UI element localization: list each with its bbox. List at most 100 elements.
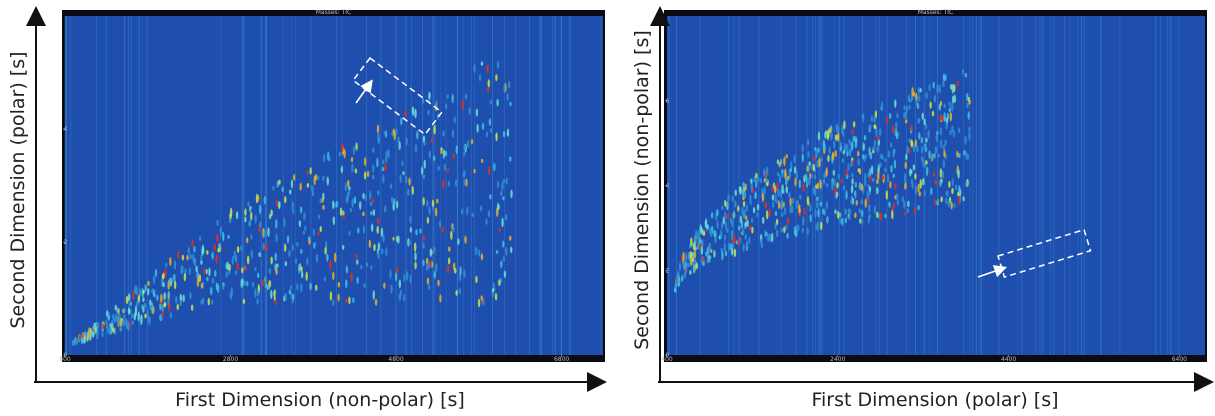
spot: [140, 314, 143, 324]
spot: [776, 159, 780, 165]
spot: [925, 166, 929, 177]
spot: [132, 290, 135, 301]
spot: [905, 105, 908, 114]
spot: [144, 313, 147, 319]
spot: [200, 254, 203, 262]
spot: [216, 283, 220, 294]
spot: [377, 217, 380, 226]
spot: [400, 117, 403, 126]
spot: [886, 173, 890, 183]
spot: [381, 166, 385, 172]
spot: [217, 247, 220, 253]
spot: [259, 221, 262, 228]
spot: [919, 179, 922, 189]
spot: [925, 137, 928, 143]
spot: [723, 242, 727, 253]
spot: [233, 249, 236, 260]
spot: [275, 233, 278, 243]
spot: [240, 278, 243, 289]
spot: [403, 273, 406, 283]
spot: [236, 262, 239, 271]
spot: [278, 201, 281, 210]
spot: [384, 162, 387, 172]
spot: [778, 173, 782, 184]
spot: [305, 271, 308, 281]
spot: [879, 212, 883, 221]
spot: [708, 242, 711, 252]
spot: [290, 292, 293, 300]
spot: [925, 91, 928, 100]
spot: [229, 212, 232, 220]
spot: [395, 267, 399, 274]
spot: [167, 298, 170, 306]
spot: [460, 208, 464, 215]
x-tick-label: 2400: [830, 356, 845, 363]
spot: [296, 283, 299, 291]
spot: [489, 128, 493, 133]
spot: [254, 267, 257, 272]
spot: [786, 217, 790, 226]
spot: [858, 208, 862, 214]
spot: [917, 205, 920, 211]
spot: [134, 285, 137, 294]
spot: [798, 179, 801, 189]
spot: [309, 284, 312, 291]
spot: [274, 298, 277, 306]
spot: [290, 179, 294, 189]
spot: [177, 250, 180, 259]
spot: [958, 197, 961, 206]
spot: [894, 99, 897, 108]
spot: [923, 145, 927, 151]
spot: [495, 132, 498, 142]
spot: [744, 221, 748, 227]
spot: [798, 206, 801, 214]
spot: [742, 211, 745, 218]
spot: [818, 157, 821, 168]
spot: [961, 68, 965, 76]
spot: [941, 170, 945, 179]
spot: [225, 270, 228, 278]
spot: [503, 270, 507, 279]
spot: [448, 246, 451, 252]
spot: [881, 175, 885, 180]
spot: [745, 240, 749, 251]
spot: [464, 235, 467, 244]
spot: [409, 226, 413, 233]
spot: [385, 154, 388, 163]
y-tick-label: 4: [666, 183, 670, 190]
spot: [208, 267, 211, 277]
spot: [137, 294, 141, 303]
spot: [348, 231, 351, 236]
spot: [236, 246, 240, 254]
spot: [843, 120, 846, 130]
spot: [159, 303, 162, 311]
spot: [846, 149, 849, 157]
spot: [752, 206, 756, 214]
x-tick-label: 800: [59, 356, 71, 363]
spot: [808, 161, 811, 166]
spot: [756, 203, 760, 211]
spot: [496, 98, 499, 107]
spot: [227, 234, 230, 239]
spot: [774, 210, 778, 217]
spot: [438, 220, 442, 228]
spot: [345, 196, 349, 204]
spot: [807, 150, 810, 159]
spot: [485, 218, 488, 226]
spot: [910, 124, 913, 132]
spot: [845, 168, 849, 176]
spot: [888, 112, 892, 119]
spot: [764, 201, 768, 210]
spot: [455, 144, 459, 155]
spot: [742, 181, 745, 189]
spot: [363, 282, 366, 289]
spot: [896, 199, 900, 206]
spot: [382, 234, 385, 243]
spot: [936, 83, 939, 94]
spot: [377, 242, 381, 251]
spot: [688, 262, 691, 268]
spot: [500, 260, 503, 269]
spot: [206, 250, 209, 255]
spot: [872, 146, 875, 151]
spot: [820, 157, 823, 162]
